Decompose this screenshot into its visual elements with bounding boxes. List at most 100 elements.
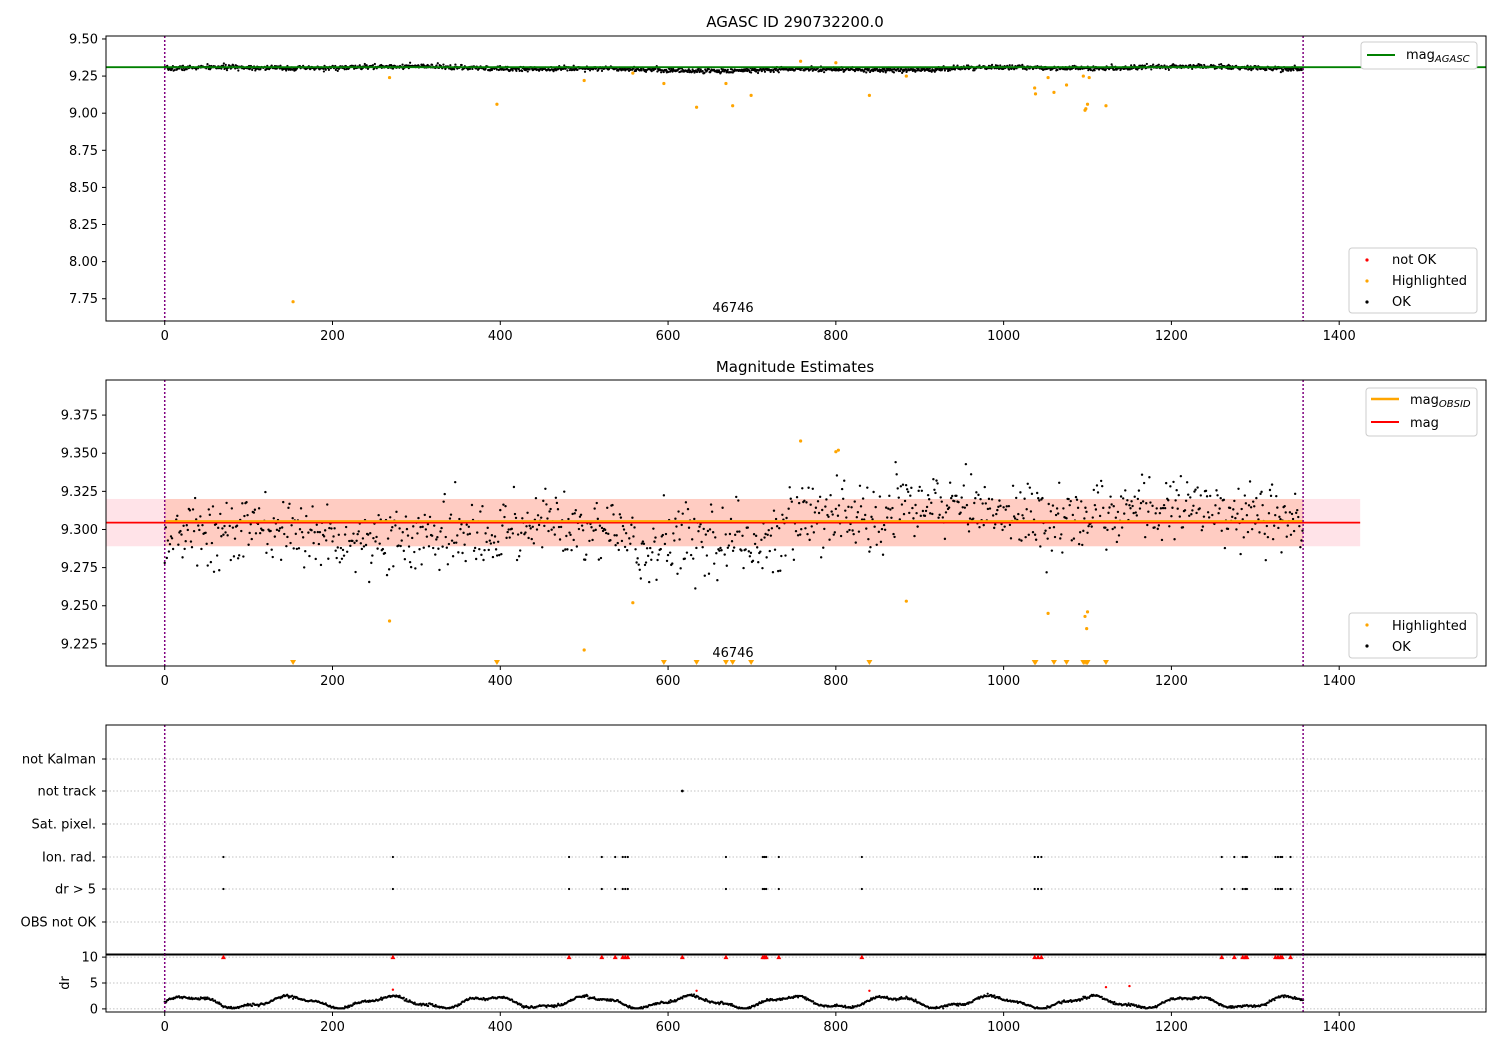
ok-point [659,547,662,551]
ok-point [1206,511,1210,514]
ok-point [300,530,304,534]
ok-point [196,564,199,567]
ok-point [343,68,346,71]
ok-point [301,536,305,539]
ok-point [372,536,375,540]
ok-point [1070,539,1073,542]
ok-point [1246,64,1249,67]
ok-point [703,574,706,577]
ok-point [539,516,543,519]
dr-gt5-point [567,887,571,891]
ok-point [1029,510,1033,513]
ok-point [983,485,986,489]
ok-point [420,563,423,566]
ok-point [516,533,520,536]
ok-point [979,497,982,501]
ok-point [965,503,969,507]
ok-point [297,547,301,550]
ok-point [1244,502,1248,505]
ok-point [282,500,285,504]
ok-point [1095,484,1099,487]
dr-gt5-point [761,887,764,891]
ok-point [1021,63,1024,66]
below-range-marker [729,660,736,665]
ok-point [220,535,223,538]
ok-point [345,550,349,553]
ok-point [273,535,277,538]
ok-point [426,522,430,526]
ok-point [205,542,208,546]
ok-point [1041,496,1044,500]
ok-point [413,550,416,554]
dr-red-point [1128,984,1131,988]
ok-point [559,525,563,529]
ok-point [1068,503,1071,507]
ok-point [1247,504,1251,507]
ok-point [206,564,209,567]
highlighted-point [836,448,840,452]
ok-point [528,524,531,527]
ok-point [637,563,640,566]
ok-point [907,490,910,494]
ok-point [1054,513,1058,517]
ok-point [388,516,392,519]
ok-point [1047,502,1050,506]
ok-point [449,64,452,67]
top-y-tick-label: 7.75 [69,292,98,307]
ok-point [992,526,996,530]
ok-point [647,580,651,584]
dr-point [946,1005,949,1008]
mid-y-tick-label: 9.300 [61,523,98,538]
ok-point [518,69,521,72]
dr-point [668,1001,671,1004]
ok-point [232,555,236,558]
ion-rad-point [860,855,863,859]
dr-panel: 0 200 400 600 800 1000 1200 1400 0 5 10 dr [58,951,1487,1035]
ok-point [486,526,489,530]
ok-point [874,505,877,509]
ok-point [1277,526,1280,530]
legend-mag-agasc-label: magAGASC [1406,48,1470,65]
ok-point [794,529,798,533]
ok-point [1033,533,1037,536]
ok-point [870,515,873,519]
mid-plot-frame [105,379,1487,667]
ok-point [1119,495,1123,498]
ok-point [701,70,704,73]
ok-point [1140,68,1143,71]
ok-point [361,537,365,540]
dr-capped-marker [1035,954,1041,960]
ok-point [1164,481,1168,485]
ok-point [325,539,328,542]
ok-point [948,69,952,72]
dr-point [1281,994,1285,997]
ok-point [1191,509,1194,512]
flags-panel: not Kalman not track Sat. pixel. Ion. rad. d… [21,724,1487,956]
ion-rad-point [1040,855,1043,859]
ok-point [407,545,411,548]
ion-rad-point [600,855,603,859]
ok-point [225,501,228,505]
mid-y-tick-label: 9.225 [61,637,98,652]
dr-point [1127,1002,1130,1005]
dr-point [431,1002,434,1006]
ok-point [1128,68,1131,71]
ok-point [1195,511,1198,515]
ok-point [663,542,667,546]
ok-point [714,536,717,539]
top-y-tick-label: 8.75 [69,144,98,159]
ok-point [418,548,421,551]
dr-axis-label: dr [58,976,73,990]
ok-point [285,544,288,548]
ok-point [482,558,485,562]
ok-point [894,460,897,464]
ion-rad-point [1036,855,1040,859]
ok-point [1274,513,1277,517]
ok-point [225,69,229,72]
dr-gt5-point [1033,887,1036,891]
ok-point [887,507,890,510]
ok-point [423,513,426,517]
ok-point [1283,504,1286,508]
ion-rad-point [1033,855,1036,859]
ok-point [499,508,502,512]
